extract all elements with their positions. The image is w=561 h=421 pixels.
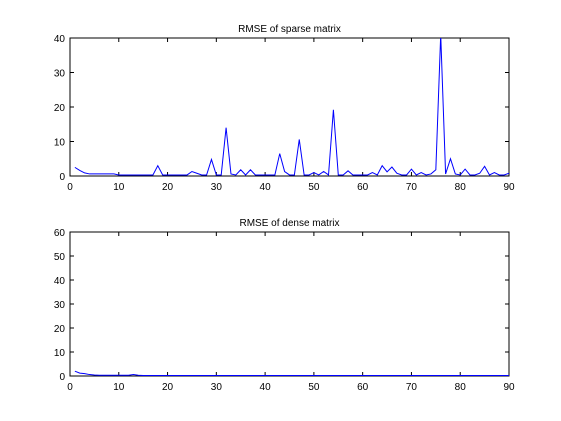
x-tick-label: 80	[455, 382, 467, 393]
sparse-matrix-plot: 0 10 20 30 40 50 60 70 80 90 0 10 20 30 40 RMSE of spar…	[54, 24, 515, 193]
y-tick-label: 20	[54, 324, 66, 335]
y-tick-label: 30	[54, 69, 66, 80]
x-tick-label: 80	[455, 182, 467, 193]
x-tick-label: 90	[503, 182, 515, 193]
axes-box	[69, 231, 510, 377]
x-tick-label: 10	[113, 382, 125, 393]
x-tick-label: 40	[260, 182, 272, 193]
x-tick-label: 70	[406, 182, 418, 193]
axes-box	[69, 37, 510, 177]
x-tick-label: 10	[113, 182, 125, 193]
x-tick-label: 20	[162, 182, 174, 193]
x-tick-label: 60	[357, 382, 369, 393]
x-tick-label: 40	[260, 382, 272, 393]
x-tick-label: 60	[357, 182, 369, 193]
chart-title: RMSE of dense matrix	[239, 218, 339, 229]
y-tick-label: 60	[54, 228, 66, 239]
y-tick-label: 40	[54, 34, 66, 45]
x-tick-label: 20	[162, 382, 174, 393]
y-tick-label: 10	[54, 348, 66, 359]
y-tick-label: 20	[54, 103, 66, 114]
y-tick-label: 30	[54, 300, 66, 311]
series-line	[74, 370, 509, 376]
x-tick-label: 0	[67, 182, 73, 193]
x-tick-label: 30	[211, 382, 223, 393]
x-tick-label: 0	[67, 382, 73, 393]
y-tick-label: 10	[54, 138, 66, 149]
y-tick-label: 0	[59, 372, 65, 383]
y-tick-label: 40	[54, 276, 66, 287]
series-line	[74, 38, 509, 176]
y-tick-label: 50	[54, 252, 66, 263]
x-tick-label: 90	[503, 382, 515, 393]
y-tick-label: 0	[59, 172, 65, 183]
chart-title: RMSE of sparse matrix	[238, 24, 341, 35]
x-tick-label: 30	[211, 182, 223, 193]
dense-matrix-plot: 0 10 20 30 40 50 60 70 80 90 0 10 20 30 40 50 60 RMSE of …	[54, 218, 515, 393]
x-tick-label: 70	[406, 382, 418, 393]
x-tick-label: 50	[308, 382, 320, 393]
x-tick-label: 50	[308, 182, 320, 193]
